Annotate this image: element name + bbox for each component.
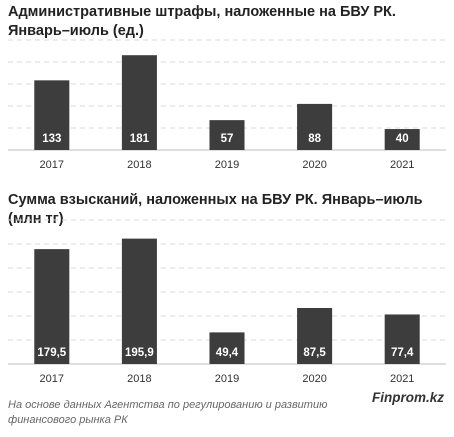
- data-label: 181: [130, 133, 150, 145]
- bar-2018: [121, 55, 157, 150]
- data-label: 40: [396, 133, 409, 145]
- x-tick-label: 2017: [40, 159, 64, 171]
- data-label: 57: [221, 133, 234, 145]
- data-label: 77,4: [391, 347, 414, 359]
- bar-2019: [209, 332, 245, 364]
- x-tick-label: 2021: [390, 159, 414, 171]
- bar-2019: [209, 120, 245, 150]
- bar-2020: [297, 308, 333, 364]
- data-label: 87,5: [303, 347, 326, 359]
- x-tick-label: 2020: [302, 159, 326, 171]
- bar-2017: [34, 249, 70, 364]
- chart-1: 133 2017 181 2018 57 2019 88 2020 40 2021: [8, 39, 446, 171]
- chart-1-title: Административные штрафы, наложенные на Б…: [8, 4, 396, 39]
- x-tick-label: 2021: [390, 373, 414, 385]
- x-tick-label: 2017: [40, 373, 64, 385]
- x-tick-label: 2020: [302, 373, 326, 385]
- chart-2-title: Сумма взысканий, наложенных на БВУ РК. Я…: [8, 192, 423, 227]
- data-label: 49,4: [216, 347, 239, 359]
- chart-2: 179,5 2017 195,9 2018 49,4 2019 87,5 2020 77,4 20…: [8, 219, 446, 385]
- source-note: На основе данных Агентства по регулирова…: [8, 399, 328, 426]
- bar-2018: [121, 238, 157, 364]
- data-label: 179,5: [37, 347, 66, 359]
- x-tick-label: 2018: [127, 159, 151, 171]
- data-label: 88: [308, 133, 321, 145]
- bar-2021: [384, 129, 420, 150]
- x-tick-label: 2019: [215, 373, 239, 385]
- bar-2020: [297, 103, 333, 150]
- bar-2021: [384, 314, 420, 364]
- x-tick-label: 2019: [215, 159, 239, 171]
- x-tick-label: 2018: [127, 373, 151, 385]
- bar-2017: [34, 80, 70, 150]
- data-label: 195,9: [125, 347, 154, 359]
- brand-logo: Finprom.kz: [371, 390, 444, 405]
- data-label: 133: [42, 133, 61, 145]
